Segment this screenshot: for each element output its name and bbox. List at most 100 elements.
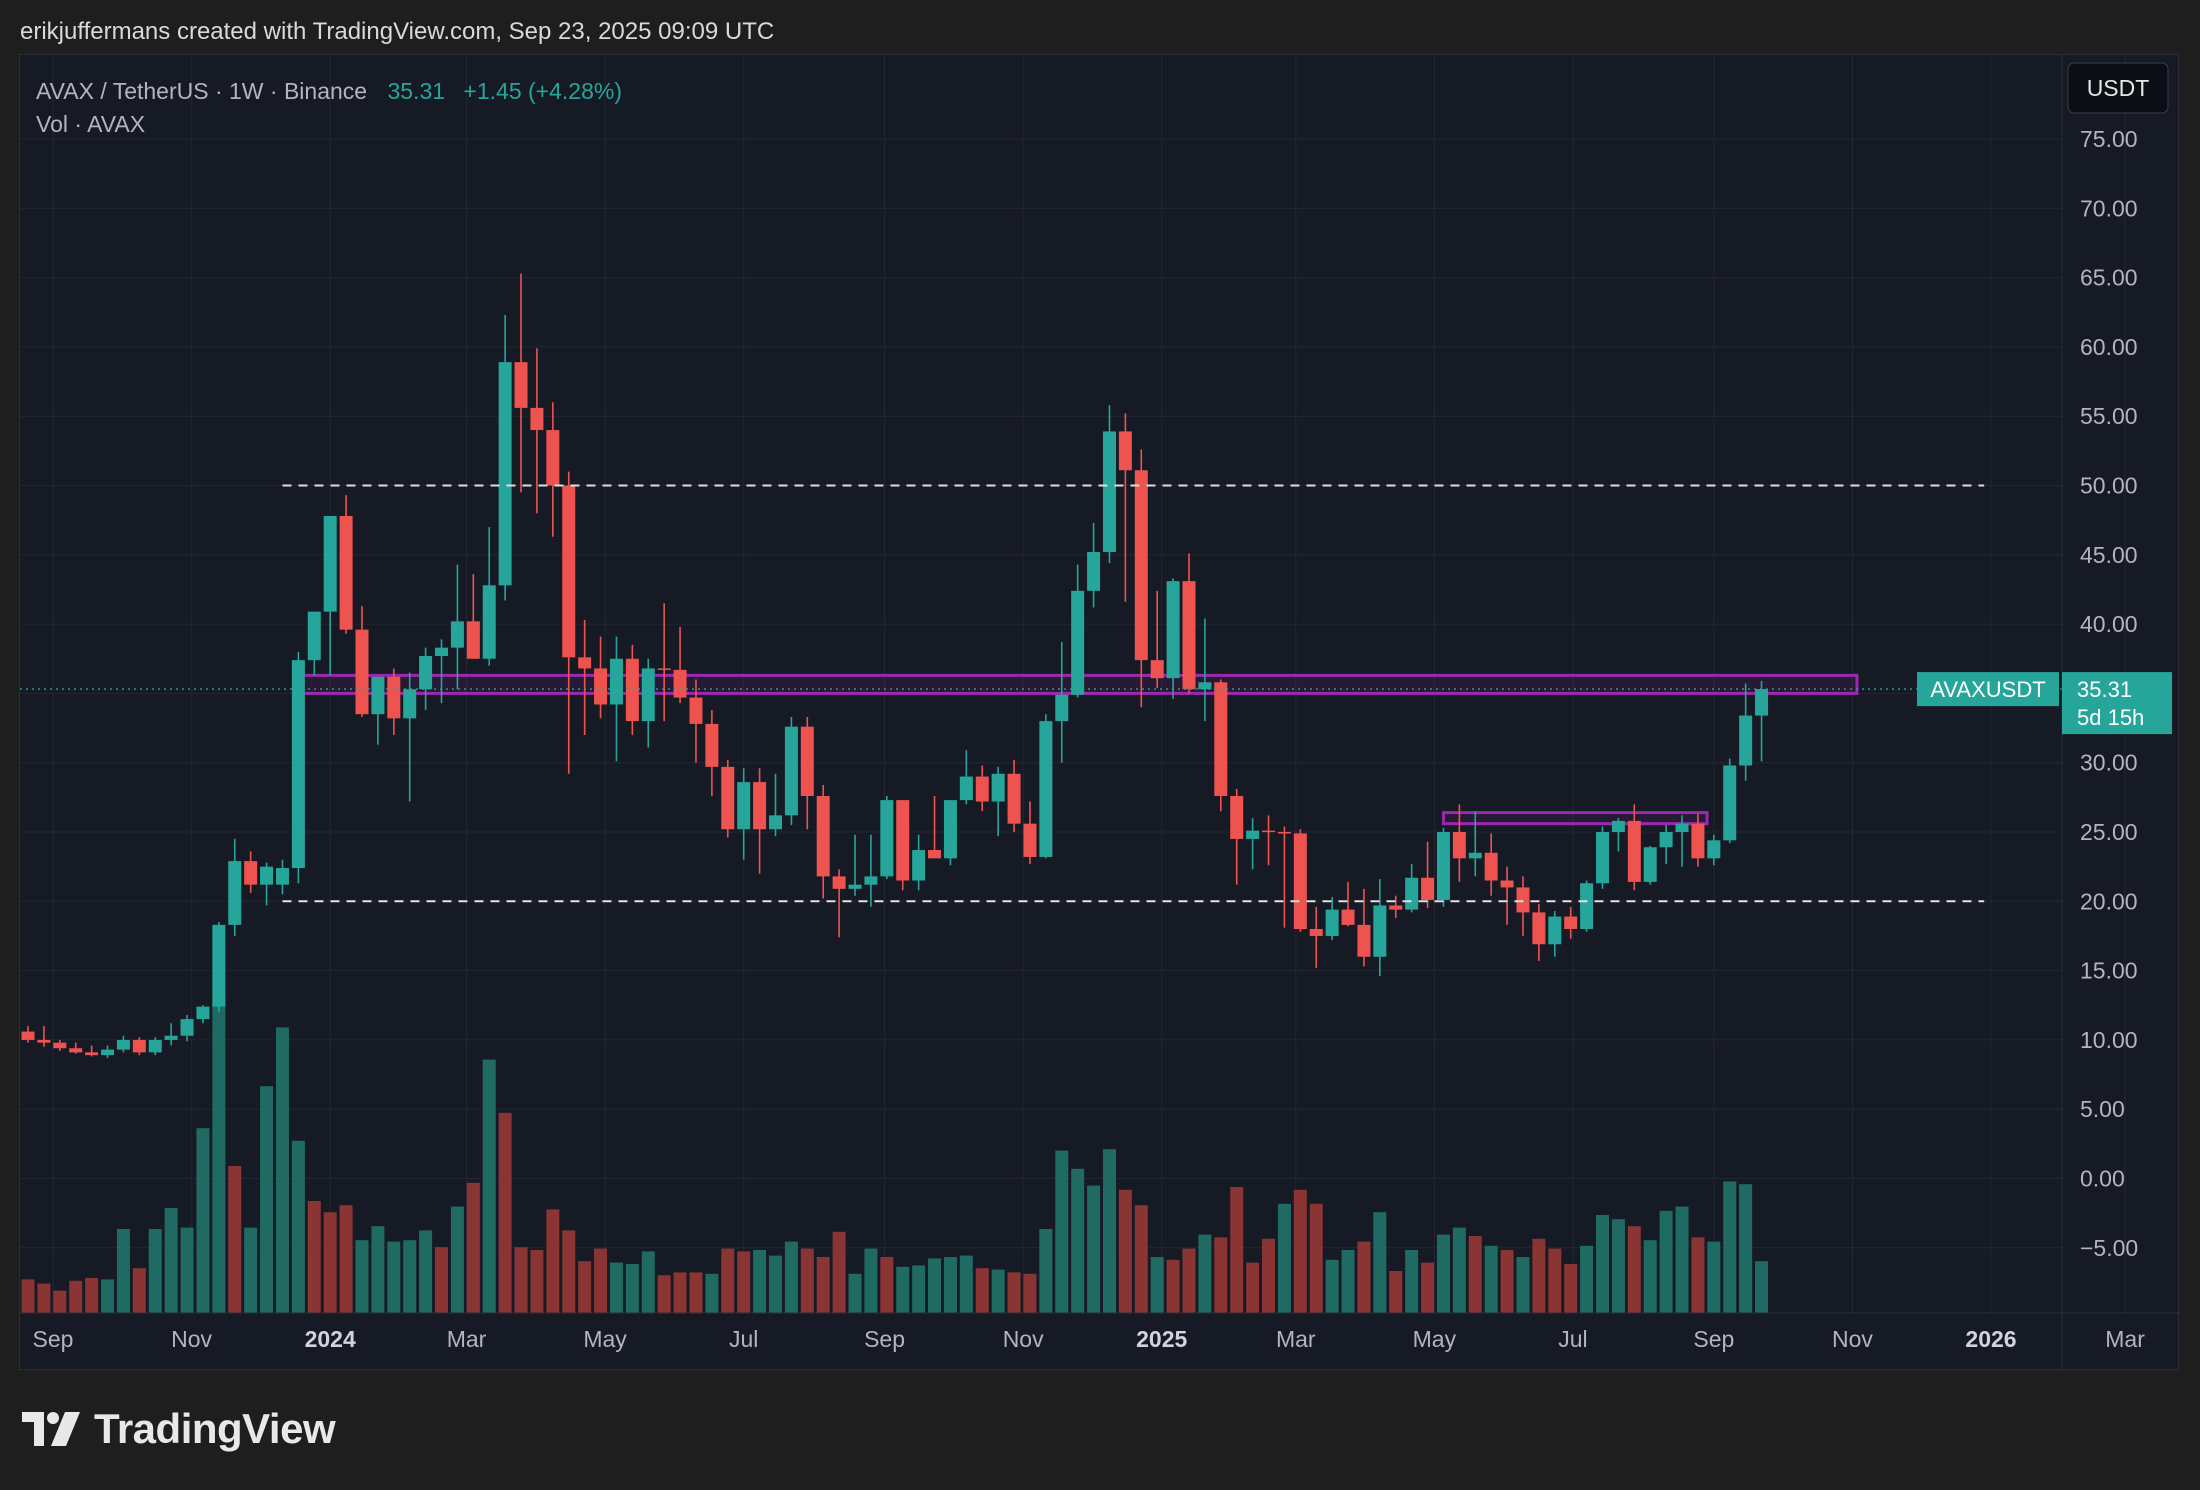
x-tick-label: May <box>1413 1326 1457 1352</box>
volume-bar <box>1150 1257 1164 1313</box>
x-tick-label: Nov <box>1003 1326 1044 1352</box>
y-tick-label: 70.00 <box>2080 195 2138 221</box>
candle-body <box>1436 832 1450 900</box>
candle-body <box>816 795 830 877</box>
candle-body <box>403 689 417 719</box>
grid <box>20 55 2126 1313</box>
candle-body <box>498 362 512 586</box>
volume-bar <box>1055 1150 1069 1313</box>
zones <box>296 673 1859 826</box>
volume-bar <box>657 1275 671 1313</box>
volume-bar <box>1452 1227 1466 1313</box>
volume-bar <box>753 1250 767 1313</box>
y-tick-label: 15.00 <box>2080 958 2138 984</box>
volume-bar <box>625 1264 639 1313</box>
volume-bar <box>1262 1238 1276 1313</box>
candle-body <box>784 726 798 816</box>
candle-body <box>1246 830 1260 839</box>
candle-body <box>1755 689 1769 716</box>
currency-button[interactable]: USDT <box>2067 62 2169 114</box>
candle-body <box>514 362 528 408</box>
chart-canvas[interactable]: 75.00 70.00 65.00 60.00 55.00 50.00 45.00 40.00… <box>20 55 2180 1371</box>
volume-bar <box>1102 1149 1116 1313</box>
volume-bar <box>816 1257 830 1313</box>
y-tick-label: 50.00 <box>2080 473 2138 499</box>
volume-bar <box>355 1240 369 1313</box>
volume-bar <box>1182 1248 1196 1313</box>
candle-body <box>419 655 433 690</box>
volume-bar <box>371 1226 385 1313</box>
volume-bar <box>116 1229 130 1313</box>
volume-bar <box>1675 1206 1689 1313</box>
candle-body <box>1055 694 1069 722</box>
candle-body <box>928 850 942 859</box>
candle-body <box>689 697 703 724</box>
y-tick-label: 55.00 <box>2080 403 2138 429</box>
badge-countdown: 5d 15h <box>2077 705 2144 730</box>
volume-bar <box>721 1248 735 1313</box>
volume-bar <box>1611 1219 1625 1313</box>
volume-bar <box>1246 1262 1260 1313</box>
x-tick-label: Mar <box>447 1326 487 1352</box>
volume-bar <box>1580 1245 1594 1313</box>
volume-bar <box>1118 1189 1132 1313</box>
y-tick-label: 25.00 <box>2080 819 2138 845</box>
candle-body <box>228 861 242 925</box>
volume-bar <box>450 1206 464 1313</box>
y-tick-label: −5.00 <box>2080 1235 2138 1261</box>
candle-body <box>435 647 449 656</box>
volume-bar <box>896 1266 910 1313</box>
volume-bar <box>1134 1205 1148 1313</box>
candle-body <box>164 1035 178 1040</box>
candle-body <box>562 485 576 658</box>
candle-body <box>1596 832 1610 884</box>
candle-body <box>275 868 289 885</box>
y-tick-label: 75.00 <box>2080 126 2138 152</box>
candle-body <box>1341 909 1355 925</box>
volume-bar <box>1166 1259 1180 1313</box>
volume-bar <box>1277 1203 1291 1313</box>
volume-bar <box>498 1112 512 1313</box>
volume-bar <box>85 1278 99 1313</box>
candle-body <box>1198 682 1212 690</box>
volume-bar <box>943 1257 957 1313</box>
volume-bar <box>1659 1210 1673 1313</box>
candle-body <box>132 1039 146 1053</box>
tradingview-logo-icon <box>22 1412 80 1446</box>
volume-bar <box>37 1283 51 1313</box>
volume-bar <box>1087 1185 1101 1313</box>
candle-body <box>1230 795 1244 839</box>
volume-bar <box>705 1273 719 1313</box>
volume-bar <box>1643 1240 1657 1313</box>
x-tick-label: Sep <box>33 1326 74 1352</box>
tradingview-logo[interactable]: TradingView <box>22 1405 336 1453</box>
candle-body <box>371 676 385 715</box>
volume-bar <box>864 1248 878 1313</box>
candle-body <box>1405 877 1419 910</box>
y-tick-label: 10.00 <box>2080 1027 2138 1053</box>
candle-body <box>1309 929 1323 936</box>
volume-bar <box>1214 1237 1228 1313</box>
candle-body <box>657 668 671 670</box>
candle-body <box>800 726 814 796</box>
resistance-zone <box>1441 811 1709 826</box>
level-lines <box>20 484 2062 903</box>
volume-bar <box>689 1272 703 1313</box>
volume-bar <box>1516 1257 1530 1313</box>
volume-bar <box>1468 1236 1482 1313</box>
chart-panel[interactable]: 75.00 70.00 65.00 60.00 55.00 50.00 45.00 40.00… <box>19 54 2180 1371</box>
candle-body <box>1150 660 1164 679</box>
volume-bar <box>1691 1237 1705 1313</box>
candle-body <box>339 515 353 630</box>
volume-bar <box>196 1128 210 1313</box>
volume-bar <box>800 1248 814 1313</box>
candle-body <box>1421 877 1435 900</box>
x-tick-label: Mar <box>1276 1326 1316 1352</box>
volume-bar <box>307 1201 321 1313</box>
candle-body <box>1468 852 1482 859</box>
volume-bar <box>959 1255 973 1313</box>
x-tick-label: Mar <box>2105 1326 2145 1352</box>
volume-bars <box>21 998 1769 1313</box>
volume-bar <box>260 1086 274 1313</box>
candle-body <box>705 723 719 767</box>
